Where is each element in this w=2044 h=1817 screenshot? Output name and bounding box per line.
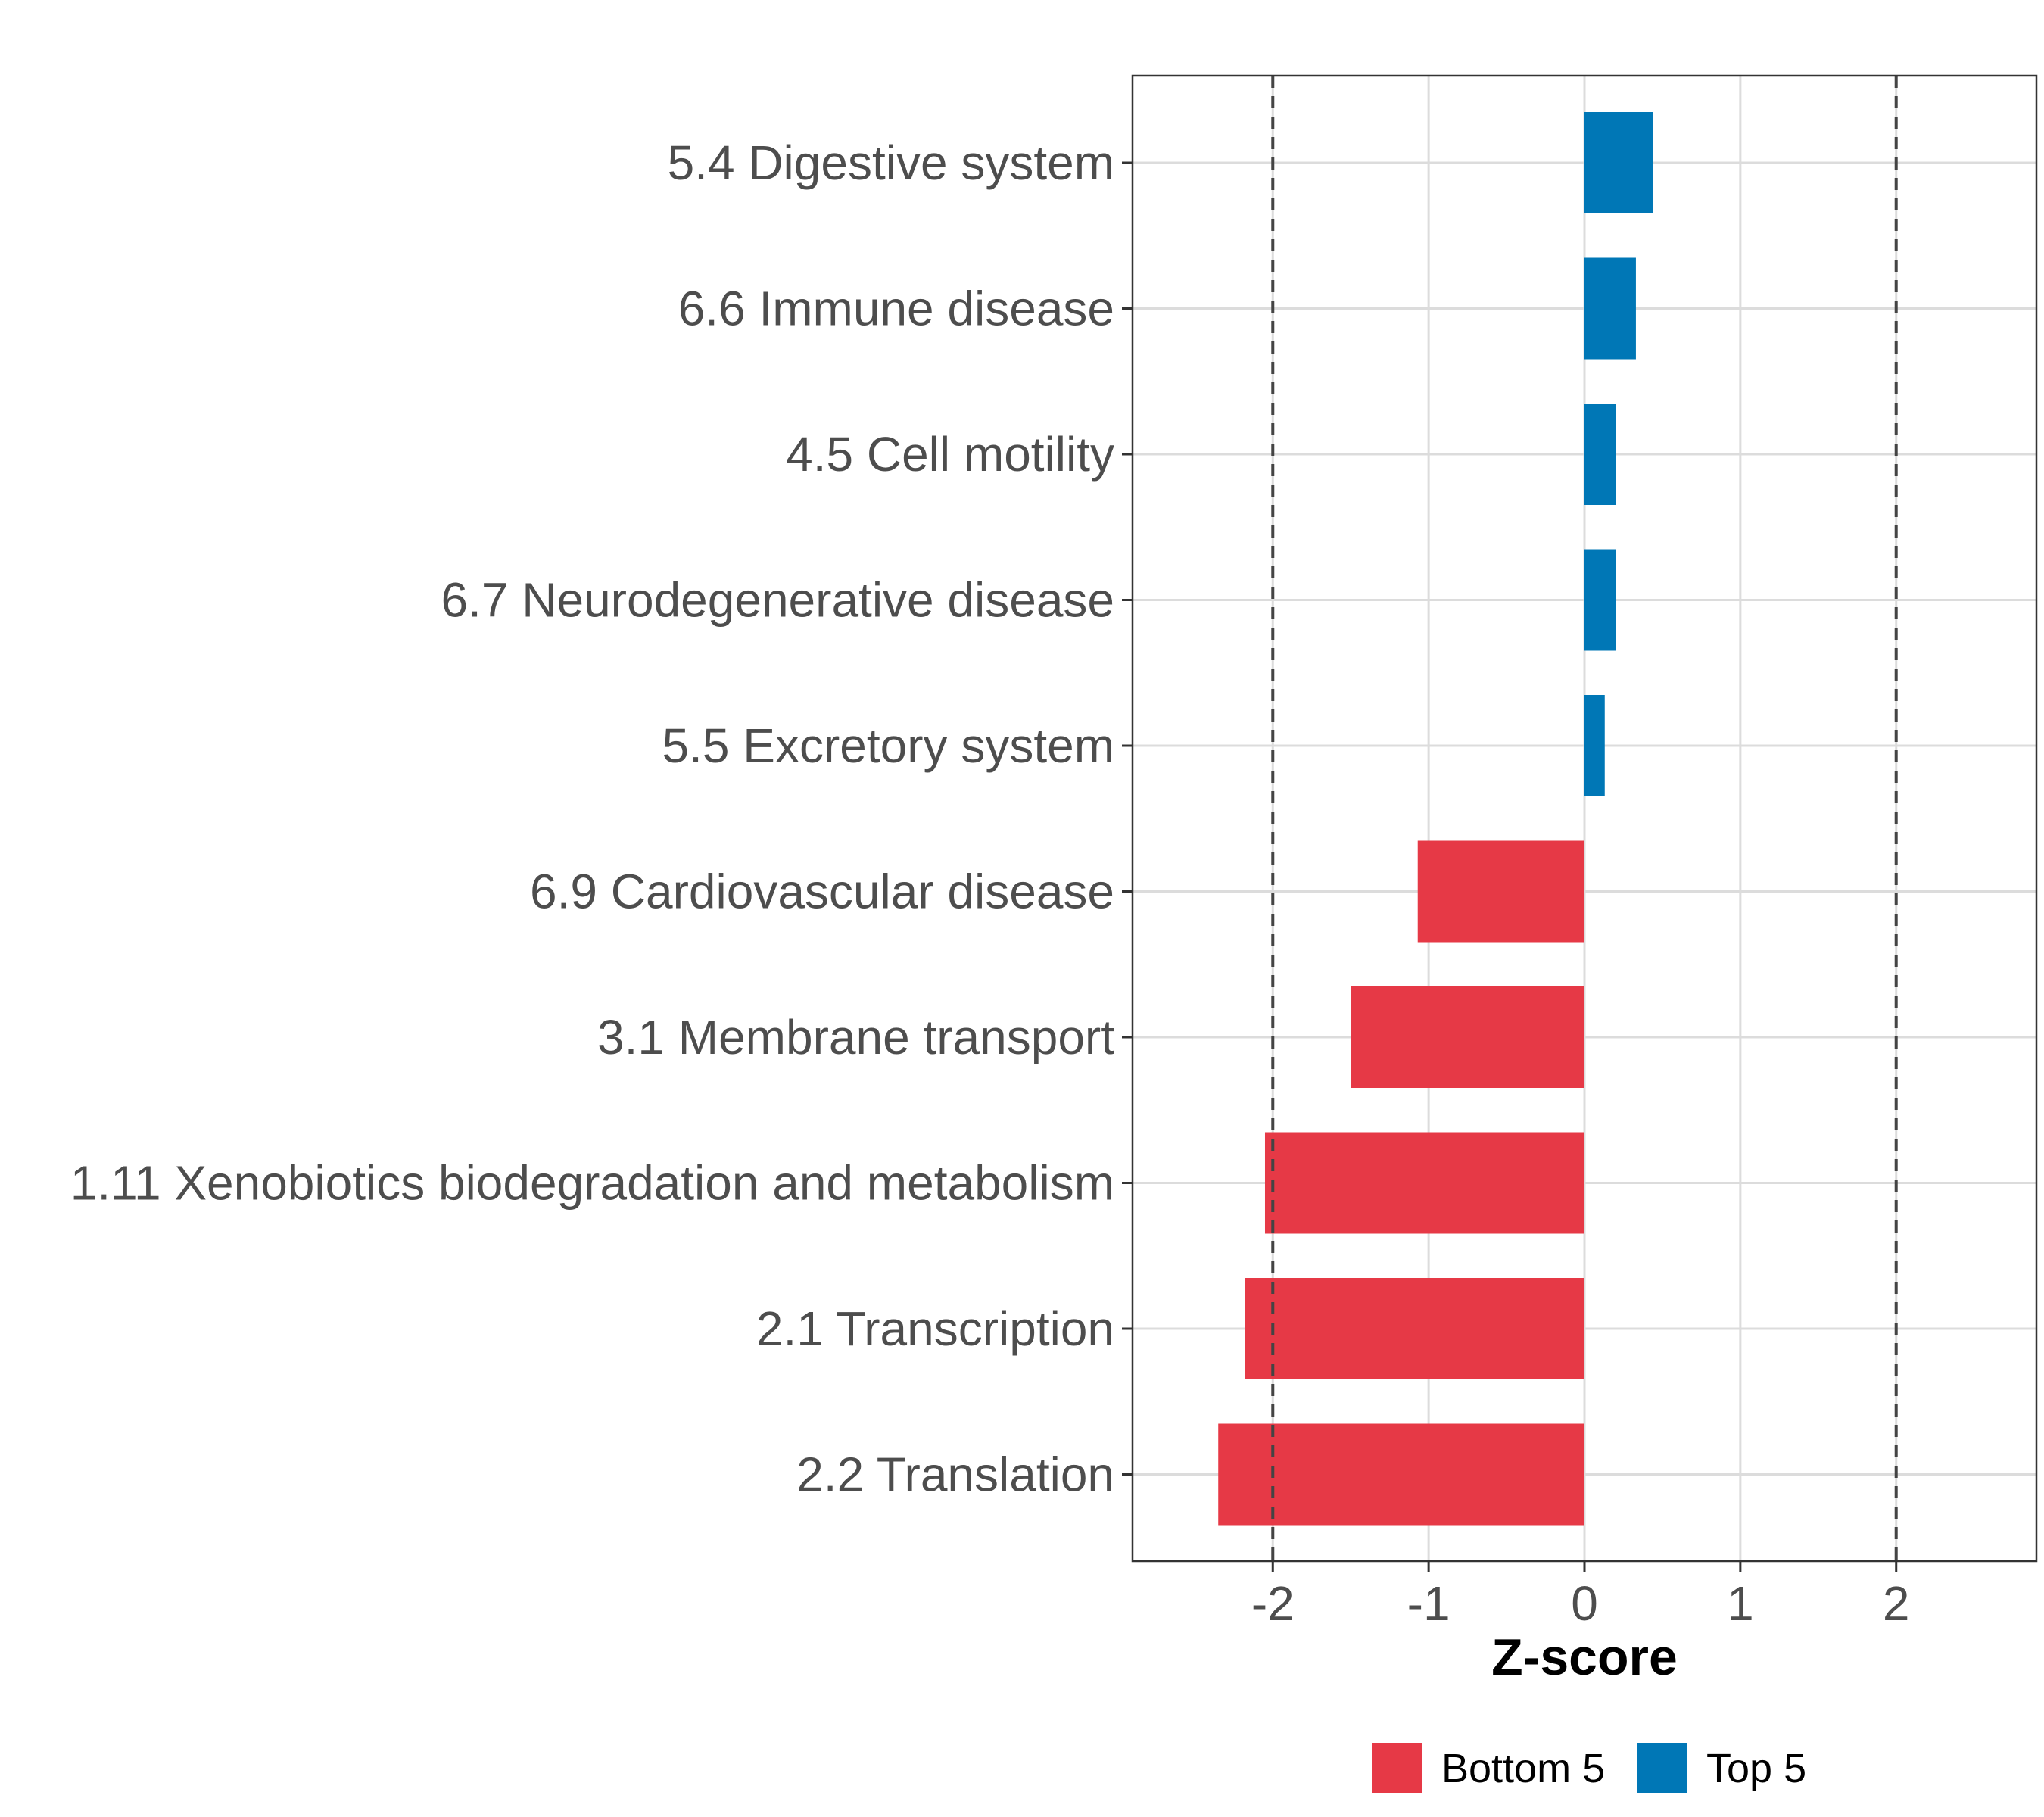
category-label: 5.4 Digestive system <box>668 136 1114 190</box>
legend-swatch <box>1637 1743 1687 1793</box>
category-label: 4.5 Cell motility <box>786 427 1114 482</box>
legend: Bottom 5 Top 5 <box>1372 1743 1806 1793</box>
category-label: 2.2 Translation <box>796 1448 1114 1502</box>
x-tick-label: -1 <box>1407 1576 1450 1631</box>
category-label: 6.6 Immune disease <box>678 282 1114 336</box>
bar-top5 <box>1584 404 1616 505</box>
category-label: 6.9 Cardiovascular disease <box>530 865 1114 919</box>
legend-label: Bottom 5 <box>1441 1746 1605 1791</box>
legend-label: Top 5 <box>1706 1746 1806 1791</box>
category-label: 3.1 Membrane transport <box>597 1010 1114 1064</box>
category-label: 5.5 Excretory system <box>662 718 1115 773</box>
bar-bottom5 <box>1351 986 1584 1088</box>
x-tick-label: 0 <box>1571 1576 1598 1631</box>
bar-bottom5 <box>1264 1132 1584 1234</box>
bar-bottom5 <box>1218 1423 1584 1526</box>
x-tick-label: 1 <box>1727 1576 1754 1631</box>
bars <box>1218 112 1653 1526</box>
bar-bottom5 <box>1245 1278 1584 1379</box>
category-label: 1.11 Xenobiotics biodegradation and meta… <box>70 1156 1114 1211</box>
legend-swatch <box>1372 1743 1422 1793</box>
bar-top5 <box>1584 257 1636 360</box>
category-label: 2.1 Transcription <box>756 1301 1114 1356</box>
x-axis: -2 -1 0 1 2 <box>1251 1561 1910 1631</box>
x-axis-title: Z-score <box>1491 1628 1678 1686</box>
x-tick-label: -2 <box>1251 1576 1295 1631</box>
category-label: 6.7 Neurodegenerative disease <box>441 573 1115 628</box>
x-tick-label: 2 <box>1883 1576 1910 1631</box>
reference-lines <box>1271 76 1898 1561</box>
y-axis: 5.4 Digestive system 6.6 Immune disease 4.… <box>70 136 1133 1502</box>
bar-bottom5 <box>1417 840 1584 943</box>
bar-top5 <box>1584 112 1653 213</box>
bar-top5 <box>1584 695 1605 796</box>
bar-top5 <box>1584 549 1616 651</box>
